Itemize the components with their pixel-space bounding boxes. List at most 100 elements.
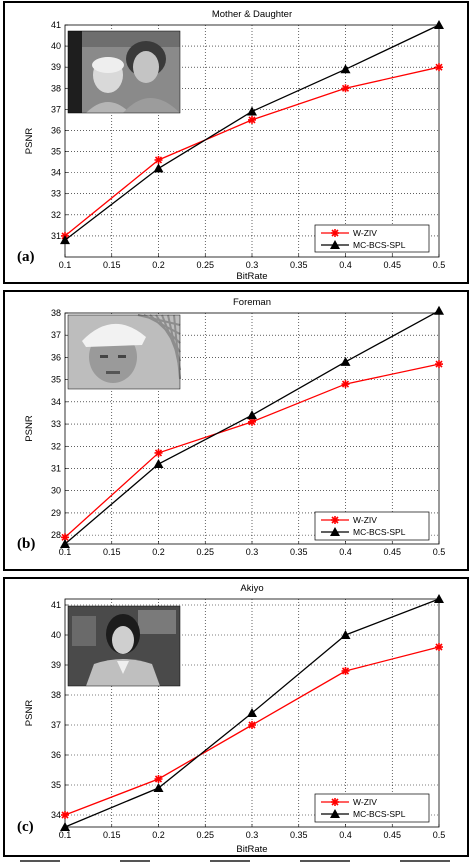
panel-label: (a) — [17, 249, 35, 265]
data-point — [434, 20, 444, 29]
cropped-caption-strip — [0, 858, 474, 863]
x-tick-label: 0.15 — [103, 547, 121, 557]
y-tick-label: 41 — [51, 600, 61, 610]
chart-title: Foreman — [233, 297, 271, 308]
chart-title: Akiyo — [240, 583, 263, 594]
data-point — [434, 305, 444, 315]
data-point — [153, 459, 164, 469]
x-axis-label: BitRate — [236, 844, 267, 855]
y-tick-label: 36 — [51, 750, 61, 760]
x-tick-label: 0.15 — [103, 260, 121, 270]
data-point — [61, 811, 69, 819]
x-tick-label: 0.4 — [339, 260, 352, 270]
y-tick-label: 36 — [51, 125, 61, 135]
y-tick-label: 39 — [51, 660, 61, 670]
y-axis-label: PSNR — [24, 700, 35, 727]
x-tick-label: 0.3 — [246, 260, 259, 270]
data-point — [247, 708, 257, 717]
thumbnail-photo — [67, 30, 181, 114]
y-tick-label: 28 — [51, 530, 61, 540]
data-point — [153, 783, 164, 792]
chart-panel-akiyo: 0.1 0.15 0.2 0.25 0.3 0.35 0.4 0.45 0.5 34 35 36 37 3… — [3, 577, 469, 857]
data-point — [435, 63, 443, 72]
series-w-ziv — [61, 643, 443, 819]
y-tick-label: 37 — [51, 330, 61, 340]
chart-svg: 0.1 0.15 0.2 0.25 0.3 0.35 0.4 0.45 0.5 31 32 33 34 3… — [17, 9, 446, 282]
y-axis-label: PSNR — [24, 128, 35, 155]
y-axis-label: PSNR — [24, 415, 35, 442]
legend-marker — [330, 240, 340, 249]
data-point — [153, 163, 164, 173]
data-point — [435, 360, 443, 369]
y-tick-label: 39 — [51, 62, 61, 72]
x-tick-label: 0.3 — [246, 547, 259, 557]
y-tick-label: 35 — [51, 780, 61, 790]
x-tick-label: 0.5 — [433, 830, 446, 840]
data-point — [247, 410, 257, 420]
legend-label: MC-BCS-SPL — [353, 240, 406, 250]
x-tick-label: 0.1 — [59, 547, 72, 557]
x-tick-label: 0.25 — [196, 830, 214, 840]
series-mc-bcs-spl — [60, 594, 444, 831]
y-tick-label: 41 — [51, 20, 61, 30]
data-point — [434, 594, 444, 603]
y-tick-label: 33 — [51, 419, 61, 429]
data-point — [247, 106, 257, 116]
legend-marker — [331, 229, 339, 237]
data-point — [341, 84, 350, 93]
x-tick-label: 0.4 — [339, 830, 352, 840]
panel-label: (b) — [17, 536, 35, 552]
y-tick-label: 40 — [51, 41, 61, 51]
x-tick-label: 0.2 — [152, 260, 165, 270]
x-tick-label: 0.25 — [196, 260, 214, 270]
x-tick-label: 0.2 — [152, 547, 165, 557]
legend-marker — [331, 516, 339, 524]
chart-panel-mother-daughter: 0.1 0.15 0.2 0.25 0.3 0.35 0.4 0.45 0.5 31 32 33 34 3… — [3, 1, 469, 284]
x-axis-label: BitRate — [236, 271, 267, 282]
data-point — [154, 448, 163, 457]
y-tick-label: 31 — [51, 463, 61, 473]
legend: W-ZIV MC-BCS-SPL — [314, 224, 430, 253]
panel-label: (c) — [17, 819, 34, 835]
y-tick-label: 34 — [51, 397, 61, 407]
x-tick-label: 0.35 — [290, 547, 308, 557]
data-point — [435, 643, 443, 651]
y-tick-label: 30 — [51, 486, 61, 496]
data-point — [340, 356, 351, 366]
x-tick-label: 0.45 — [383, 547, 401, 557]
data-point — [60, 539, 70, 548]
x-tick-label: 0.1 — [59, 830, 72, 840]
thumbnail-photo — [67, 605, 181, 687]
x-tick-label: 0.3 — [246, 830, 259, 840]
y-tick-label: 34 — [51, 168, 61, 178]
y-tick-label: 32 — [51, 441, 61, 451]
data-point — [340, 630, 351, 639]
y-tick-label: 35 — [51, 375, 61, 385]
x-tick-label: 0.1 — [59, 260, 72, 270]
legend-marker — [330, 809, 340, 818]
thumbnail-photo — [67, 314, 181, 390]
x-tick-label: 0.4 — [339, 547, 352, 557]
y-tick-label: 38 — [51, 308, 61, 318]
legend: W-ZIV MC-BCS-SPL — [314, 793, 430, 823]
series-mc-bcs-spl — [60, 305, 444, 548]
data-point — [248, 721, 256, 729]
x-tick-label: 0.15 — [103, 830, 121, 840]
data-point — [60, 822, 70, 831]
legend-label: MC-BCS-SPL — [353, 809, 406, 819]
x-tick-label: 0.35 — [290, 830, 308, 840]
y-tick-label: 37 — [51, 720, 61, 730]
x-tick-label: 0.25 — [196, 547, 214, 557]
x-tick-label: 0.5 — [433, 260, 446, 270]
legend-label: W-ZIV — [353, 515, 377, 525]
legend-marker — [330, 527, 340, 536]
chart-svg: 0.1 0.15 0.2 0.25 0.3 0.35 0.4 0.45 0.5 34 35 36 37 3… — [17, 583, 446, 855]
x-tick-label: 0.35 — [290, 260, 308, 270]
data-point — [154, 775, 163, 783]
y-tick-label: 36 — [51, 352, 61, 362]
legend: W-ZIV MC-BCS-SPL — [314, 511, 430, 541]
chart-title: Mother & Daughter — [212, 9, 292, 20]
legend-label: MC-BCS-SPL — [353, 527, 406, 537]
data-point — [341, 380, 350, 389]
y-tick-label: 31 — [51, 231, 61, 241]
